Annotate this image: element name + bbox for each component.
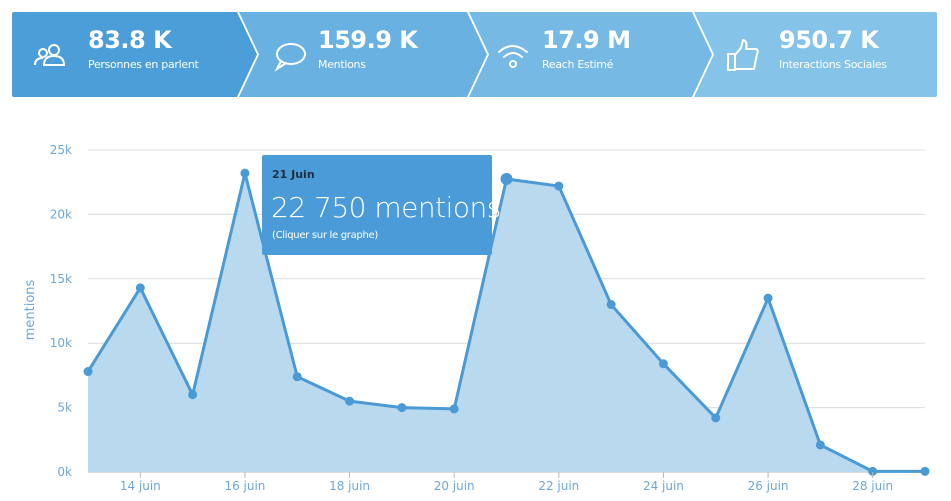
data-point[interactable]	[135, 283, 145, 293]
y-tick-label: 10k	[50, 336, 72, 350]
stat-reach-label: Reach Estimé	[542, 58, 614, 71]
data-point[interactable]	[240, 168, 250, 178]
stat-segment-bg-3	[469, 12, 712, 97]
y-axis-label: mentions	[23, 279, 38, 340]
data-point[interactable]	[397, 403, 407, 413]
x-tick-label: 20 juin	[434, 479, 475, 493]
y-tick-label: 0k	[57, 465, 72, 479]
stat-interactions-value: 950.7 K	[779, 26, 879, 54]
x-tick-label: 22 juin	[538, 479, 579, 493]
stat-people[interactable]: 83.8 K Personnes en parlent	[12, 12, 237, 97]
data-point[interactable]	[292, 372, 302, 382]
speech-bubble-icon	[274, 43, 306, 72]
y-tick-label: 20k	[50, 207, 72, 221]
x-tick-label: 16 juin	[224, 479, 265, 493]
stat-mentions-value: 159.9 K	[318, 26, 418, 54]
data-point[interactable]	[815, 440, 825, 450]
data-point[interactable]	[606, 300, 616, 310]
data-point[interactable]	[868, 466, 878, 476]
y-tick-label: 5k	[57, 401, 72, 415]
stat-people-value: 83.8 K	[88, 26, 172, 54]
stat-people-label: Personnes en parlent	[88, 58, 199, 71]
data-point[interactable]	[449, 404, 459, 414]
stat-reach[interactable]: 17.9 M Reach Estimé	[472, 12, 697, 97]
stats-banner: 83.8 K Personnes en parlent 159.9 K Ment…	[12, 12, 937, 97]
tooltip-value: 22 750 mentions	[271, 191, 501, 224]
x-tick-label: 26 juin	[748, 479, 789, 493]
data-point[interactable]	[763, 293, 773, 303]
tooltip-date: 21 Juin	[272, 168, 315, 181]
tooltip-note: (Cliquer sur le graphe)	[272, 230, 378, 241]
data-point[interactable]	[188, 390, 198, 400]
hover-tooltip: 21 Juin 22 750 mentions (Cliquer sur le …	[262, 155, 501, 255]
y-tick-label: 15k	[50, 272, 72, 286]
stat-reach-value: 17.9 M	[542, 26, 631, 54]
stat-interactions[interactable]: 950.7 K Interactions Sociales	[697, 12, 937, 97]
y-axis-tick-labels: 0k 5k 10k 15k 20k 25k	[50, 143, 72, 479]
mentions-area-chart[interactable]: 0k 5k 10k 15k 20k 25k mentions 14 juin 16 juin…	[0, 130, 951, 501]
area-fill	[88, 173, 925, 472]
data-point[interactable]	[711, 413, 721, 423]
stat-segment-bg-2	[239, 12, 487, 97]
x-tick-label: 28 juin	[852, 479, 893, 493]
stats-banner-background	[12, 12, 937, 97]
data-points	[83, 168, 930, 476]
x-axis-tick-labels: 14 juin 16 juin 18 juin 20 juin 22 juin 24 ju…	[120, 472, 893, 493]
data-point[interactable]	[554, 181, 564, 191]
data-point[interactable]	[920, 466, 930, 476]
thumbs-up-icon	[727, 39, 759, 71]
stat-segment-bg-1	[12, 12, 257, 97]
x-tick-label: 24 juin	[643, 479, 684, 493]
x-tick-label: 18 juin	[329, 479, 370, 493]
stat-mentions-label: Mentions	[318, 58, 366, 71]
people-icon	[34, 44, 66, 66]
x-tick-label: 14 juin	[120, 479, 161, 493]
y-tick-label: 25k	[50, 143, 72, 157]
stat-segment-bg-4	[694, 12, 937, 97]
data-point[interactable]	[500, 172, 513, 185]
data-point[interactable]	[658, 359, 668, 369]
data-point[interactable]	[345, 396, 355, 406]
data-point[interactable]	[83, 367, 93, 377]
stat-mentions[interactable]: 159.9 K Mentions	[242, 12, 467, 97]
stat-interactions-label: Interactions Sociales	[779, 58, 887, 71]
wifi-signal-icon	[498, 45, 528, 68]
